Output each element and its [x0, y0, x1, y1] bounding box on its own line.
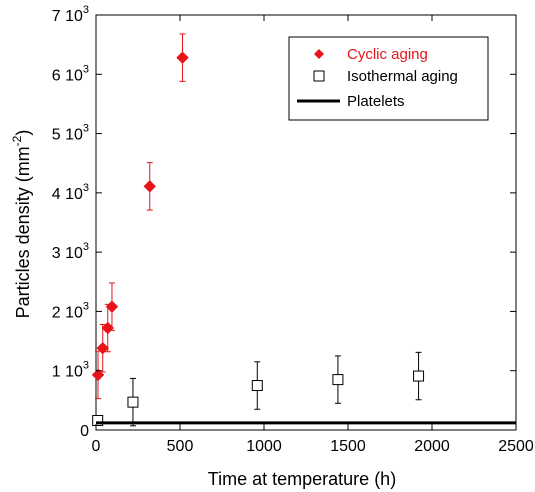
y-tick-label-base: 6 10: [52, 67, 83, 84]
cyclic-aging-point: [176, 51, 189, 64]
y-tick-label-base: 7 10: [52, 8, 83, 25]
x-axis-title: Time at temperature (h): [208, 469, 396, 489]
y-tick-label: 3 103: [52, 241, 89, 262]
y-tick-label: 1 103: [52, 360, 89, 381]
y-tick-label-exponent: 3: [83, 360, 89, 372]
x-tick-label: 1500: [330, 438, 366, 455]
x-tick-label: 1000: [246, 438, 282, 455]
x-tick-label: 2500: [498, 438, 534, 455]
legend-label: Cyclic aging: [347, 46, 428, 63]
y-tick-label: 6 103: [52, 63, 89, 84]
legend-isothermal-marker: [313, 70, 325, 82]
data-marks: [91, 33, 516, 427]
y-tick-label-exponent: 3: [83, 182, 89, 194]
cyclic-aging-point: [101, 321, 114, 335]
y-tick-label: 4 103: [52, 182, 89, 203]
legend-cyclic-marker: [314, 49, 324, 59]
cyclic-aging-point: [143, 180, 156, 193]
y-tick-label: 2 103: [52, 300, 89, 321]
legend-label: Isothermal aging: [347, 68, 458, 85]
x-tick-label: 500: [167, 438, 194, 455]
y-tick-label-base: 1 10: [52, 364, 83, 381]
y-tick-label: 0: [80, 423, 89, 440]
isothermal-aging-point: [92, 415, 104, 427]
legend: Cyclic aging Isothermal aging Platelets: [288, 36, 489, 121]
y-axis-title: Particles density (mm-2): [10, 130, 33, 319]
y-tick-label-exponent: 3: [83, 241, 89, 253]
y-tick-label-base: 0: [80, 423, 89, 440]
y-tick-label-exponent: 3: [83, 123, 89, 135]
y-tick-label-exponent: 3: [83, 63, 89, 75]
y-tick-label-base: 2 10: [52, 304, 83, 321]
cyclic-aging-point: [105, 300, 119, 313]
plot-frame: [95, 14, 517, 431]
y-tick-label: 7 103: [52, 4, 89, 25]
legend-label: Platelets: [347, 93, 405, 110]
y-tick-label: 5 103: [52, 123, 89, 144]
x-tick-label: 0: [92, 438, 101, 455]
isothermal-aging-point: [332, 374, 344, 386]
isothermal-aging-point: [127, 396, 139, 408]
cyclic-aging-point: [91, 368, 105, 382]
y-tick-label-base: 4 10: [52, 186, 83, 203]
y-tick-label-exponent: 3: [83, 300, 89, 312]
isothermal-aging-point: [413, 370, 425, 382]
y-tick-label-base: 3 10: [52, 245, 83, 262]
y-tick-label-exponent: 3: [83, 4, 89, 16]
isothermal-aging-point: [251, 380, 263, 392]
y-tick-label-base: 5 10: [52, 127, 83, 144]
plot-area: [95, 14, 517, 431]
cyclic-aging-point: [96, 341, 109, 355]
x-tick-label: 2000: [414, 438, 450, 455]
